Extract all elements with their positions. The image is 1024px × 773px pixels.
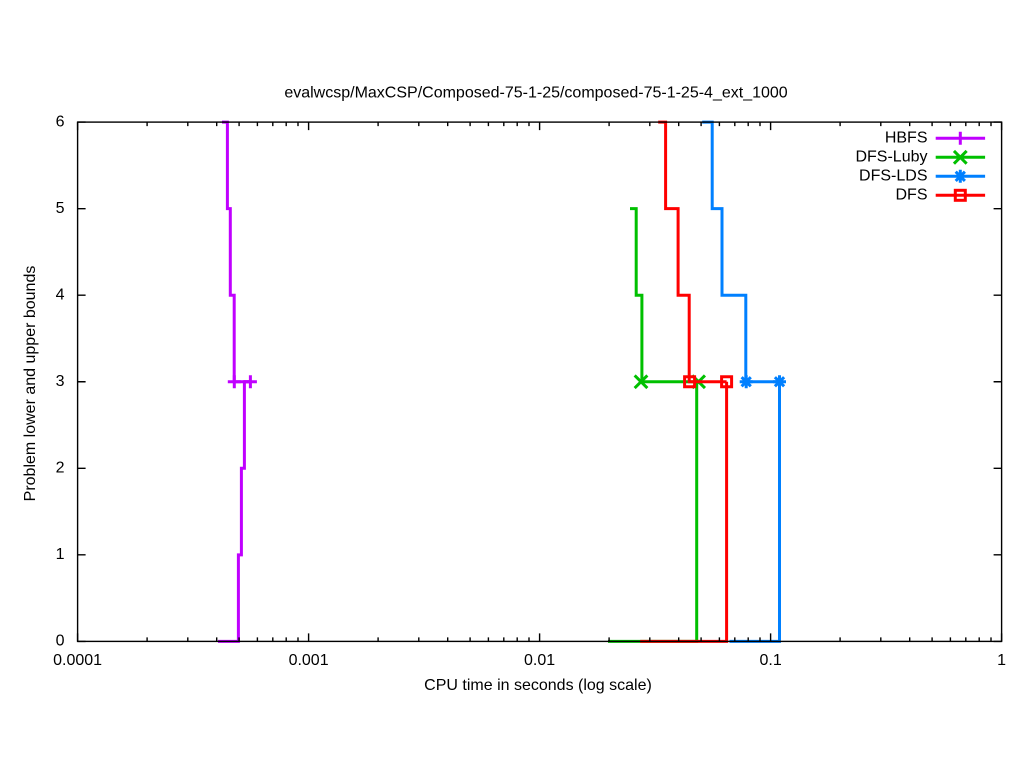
svg-text:CPU time in seconds (log scale: CPU time in seconds (log scale) xyxy=(424,677,652,694)
svg-text:HBFS: HBFS xyxy=(885,130,928,147)
svg-text:1: 1 xyxy=(56,546,65,563)
svg-text:3: 3 xyxy=(56,373,65,390)
svg-text:4: 4 xyxy=(56,287,65,304)
svg-text:Problem lower and upper bounds: Problem lower and upper bounds xyxy=(22,266,39,502)
svg-text:0.0001: 0.0001 xyxy=(53,652,102,669)
svg-text:0.001: 0.001 xyxy=(289,652,329,669)
svg-text:2: 2 xyxy=(56,460,65,477)
svg-text:DFS-LDS: DFS-LDS xyxy=(859,168,927,185)
svg-text:0.01: 0.01 xyxy=(524,652,555,669)
svg-text:6: 6 xyxy=(56,113,65,130)
svg-text:0: 0 xyxy=(56,633,65,650)
svg-text:evalwcsp/MaxCSP/Composed-75-1-: evalwcsp/MaxCSP/Composed-75-1-25/compose… xyxy=(284,85,787,102)
svg-text:1: 1 xyxy=(997,652,1006,669)
svg-text:5: 5 xyxy=(56,200,65,217)
svg-text:0.1: 0.1 xyxy=(759,652,781,669)
svg-text:DFS-Luby: DFS-Luby xyxy=(855,149,927,166)
svg-text:DFS: DFS xyxy=(896,187,928,204)
